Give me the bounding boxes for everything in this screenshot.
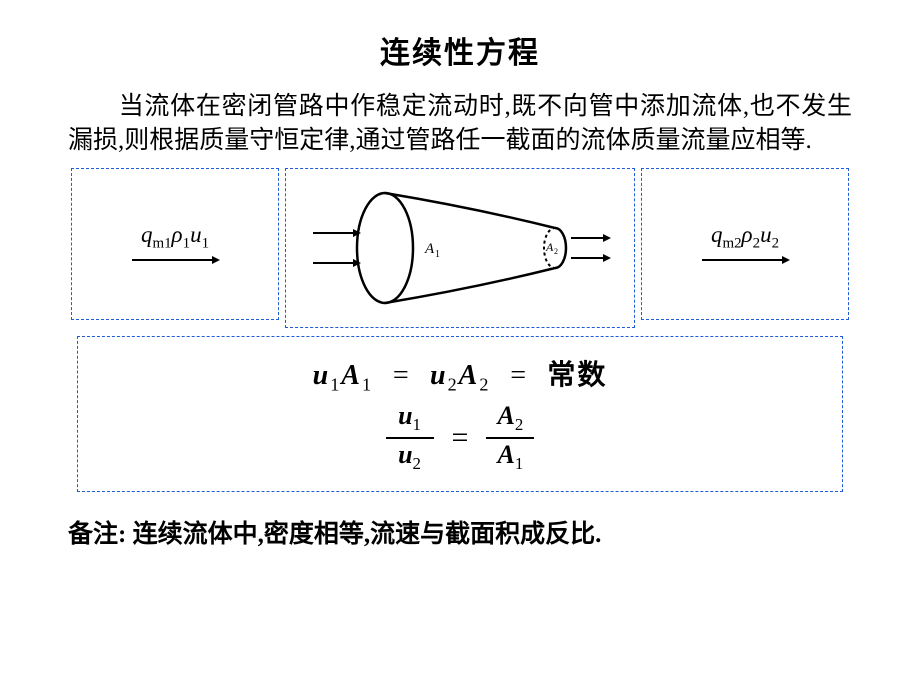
inlet-label-box: qm1ρ1u1 xyxy=(71,168,279,320)
note-label: 备注: xyxy=(68,521,126,548)
section-a1-label: A xyxy=(424,241,435,257)
svg-text:1: 1 xyxy=(435,249,440,260)
outlet-arrow-icon xyxy=(700,255,790,265)
diagram-row: qm1ρ1u1 A1 A2 qm2ρ xyxy=(70,168,850,328)
intro-paragraph: 当流体在密闭管路中作稳定流动时,既不向管中添加流体,也不发生漏损,则根据质量守恒… xyxy=(0,72,920,158)
outlet-label-box: qm2ρ2u2 xyxy=(641,168,849,320)
pipe-diagram-box: A1 A2 xyxy=(285,168,635,328)
footnote: 备注: 连续流体中,密度相等,流速与截面积成反比. xyxy=(0,492,920,550)
pipe-diagram-icon: A1 A2 xyxy=(295,178,625,318)
outlet-label: qm2ρ2u2 xyxy=(700,222,790,265)
equation-1: u1A1 = u2A2 = 常数 xyxy=(313,353,608,396)
svg-text:2: 2 xyxy=(554,247,558,256)
inlet-label: qm1ρ1u1 xyxy=(130,222,220,265)
section-a2-label: A xyxy=(545,240,554,254)
intro-text: 当流体在密闭管路中作稳定流动时,既不向管中添加流体,也不发生漏损,则根据质量守恒… xyxy=(68,93,852,154)
page-title: 连续性方程 xyxy=(0,0,920,72)
equation-2: u1 u2 = A2 A1 xyxy=(386,402,535,474)
inlet-arrow-icon xyxy=(130,255,220,265)
constant-label: 常数 xyxy=(547,359,607,390)
equation-box: u1A1 = u2A2 = 常数 u1 u2 = A2 A1 xyxy=(77,336,843,492)
note-text: 连续流体中,密度相等,流速与截面积成反比. xyxy=(133,521,602,548)
